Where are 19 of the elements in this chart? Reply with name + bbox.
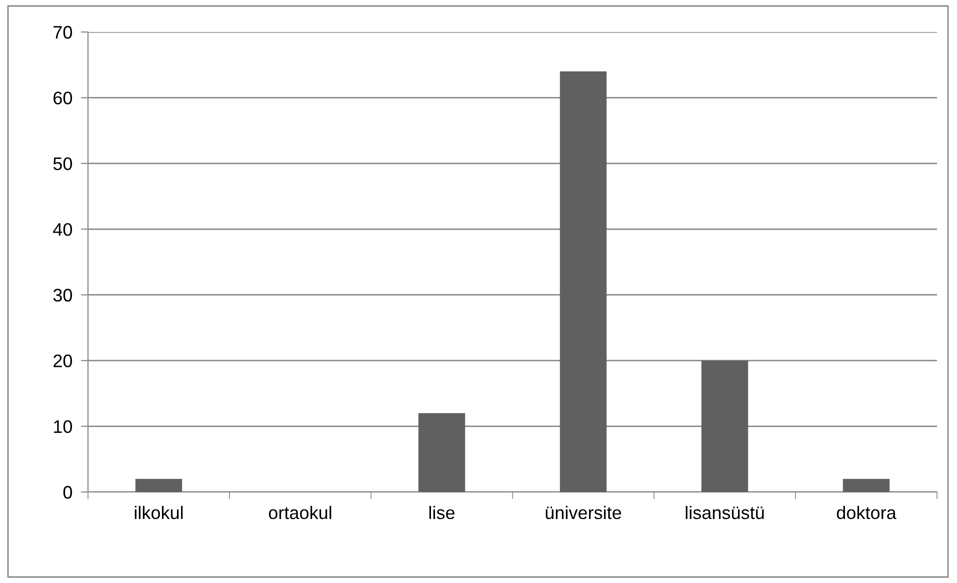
x-tick-label: üniversite [546,506,622,520]
x-tick-label: lise [429,506,454,520]
y-tick-label: 70 [54,26,72,39]
x-tick-label: ortaokul [268,506,332,520]
x-tick-label: doktora [836,506,896,520]
y-tick-label: 60 [54,92,72,104]
y-tick-label: 30 [53,288,72,302]
y-tick-label: 20 [54,354,72,368]
y-tick-label: 40 [53,223,72,236]
bar [842,478,890,492]
x-tick-label: lisansüstü [686,506,764,520]
x-tick-label: ilkokul [134,506,183,520]
bar [701,360,748,492]
y-tick-label: 50 [53,157,72,170]
bar [560,71,607,492]
y-tick-label: 0 [63,486,72,499]
y-tick-label: 10 [54,420,72,434]
bar [418,413,466,492]
bar [135,478,182,492]
